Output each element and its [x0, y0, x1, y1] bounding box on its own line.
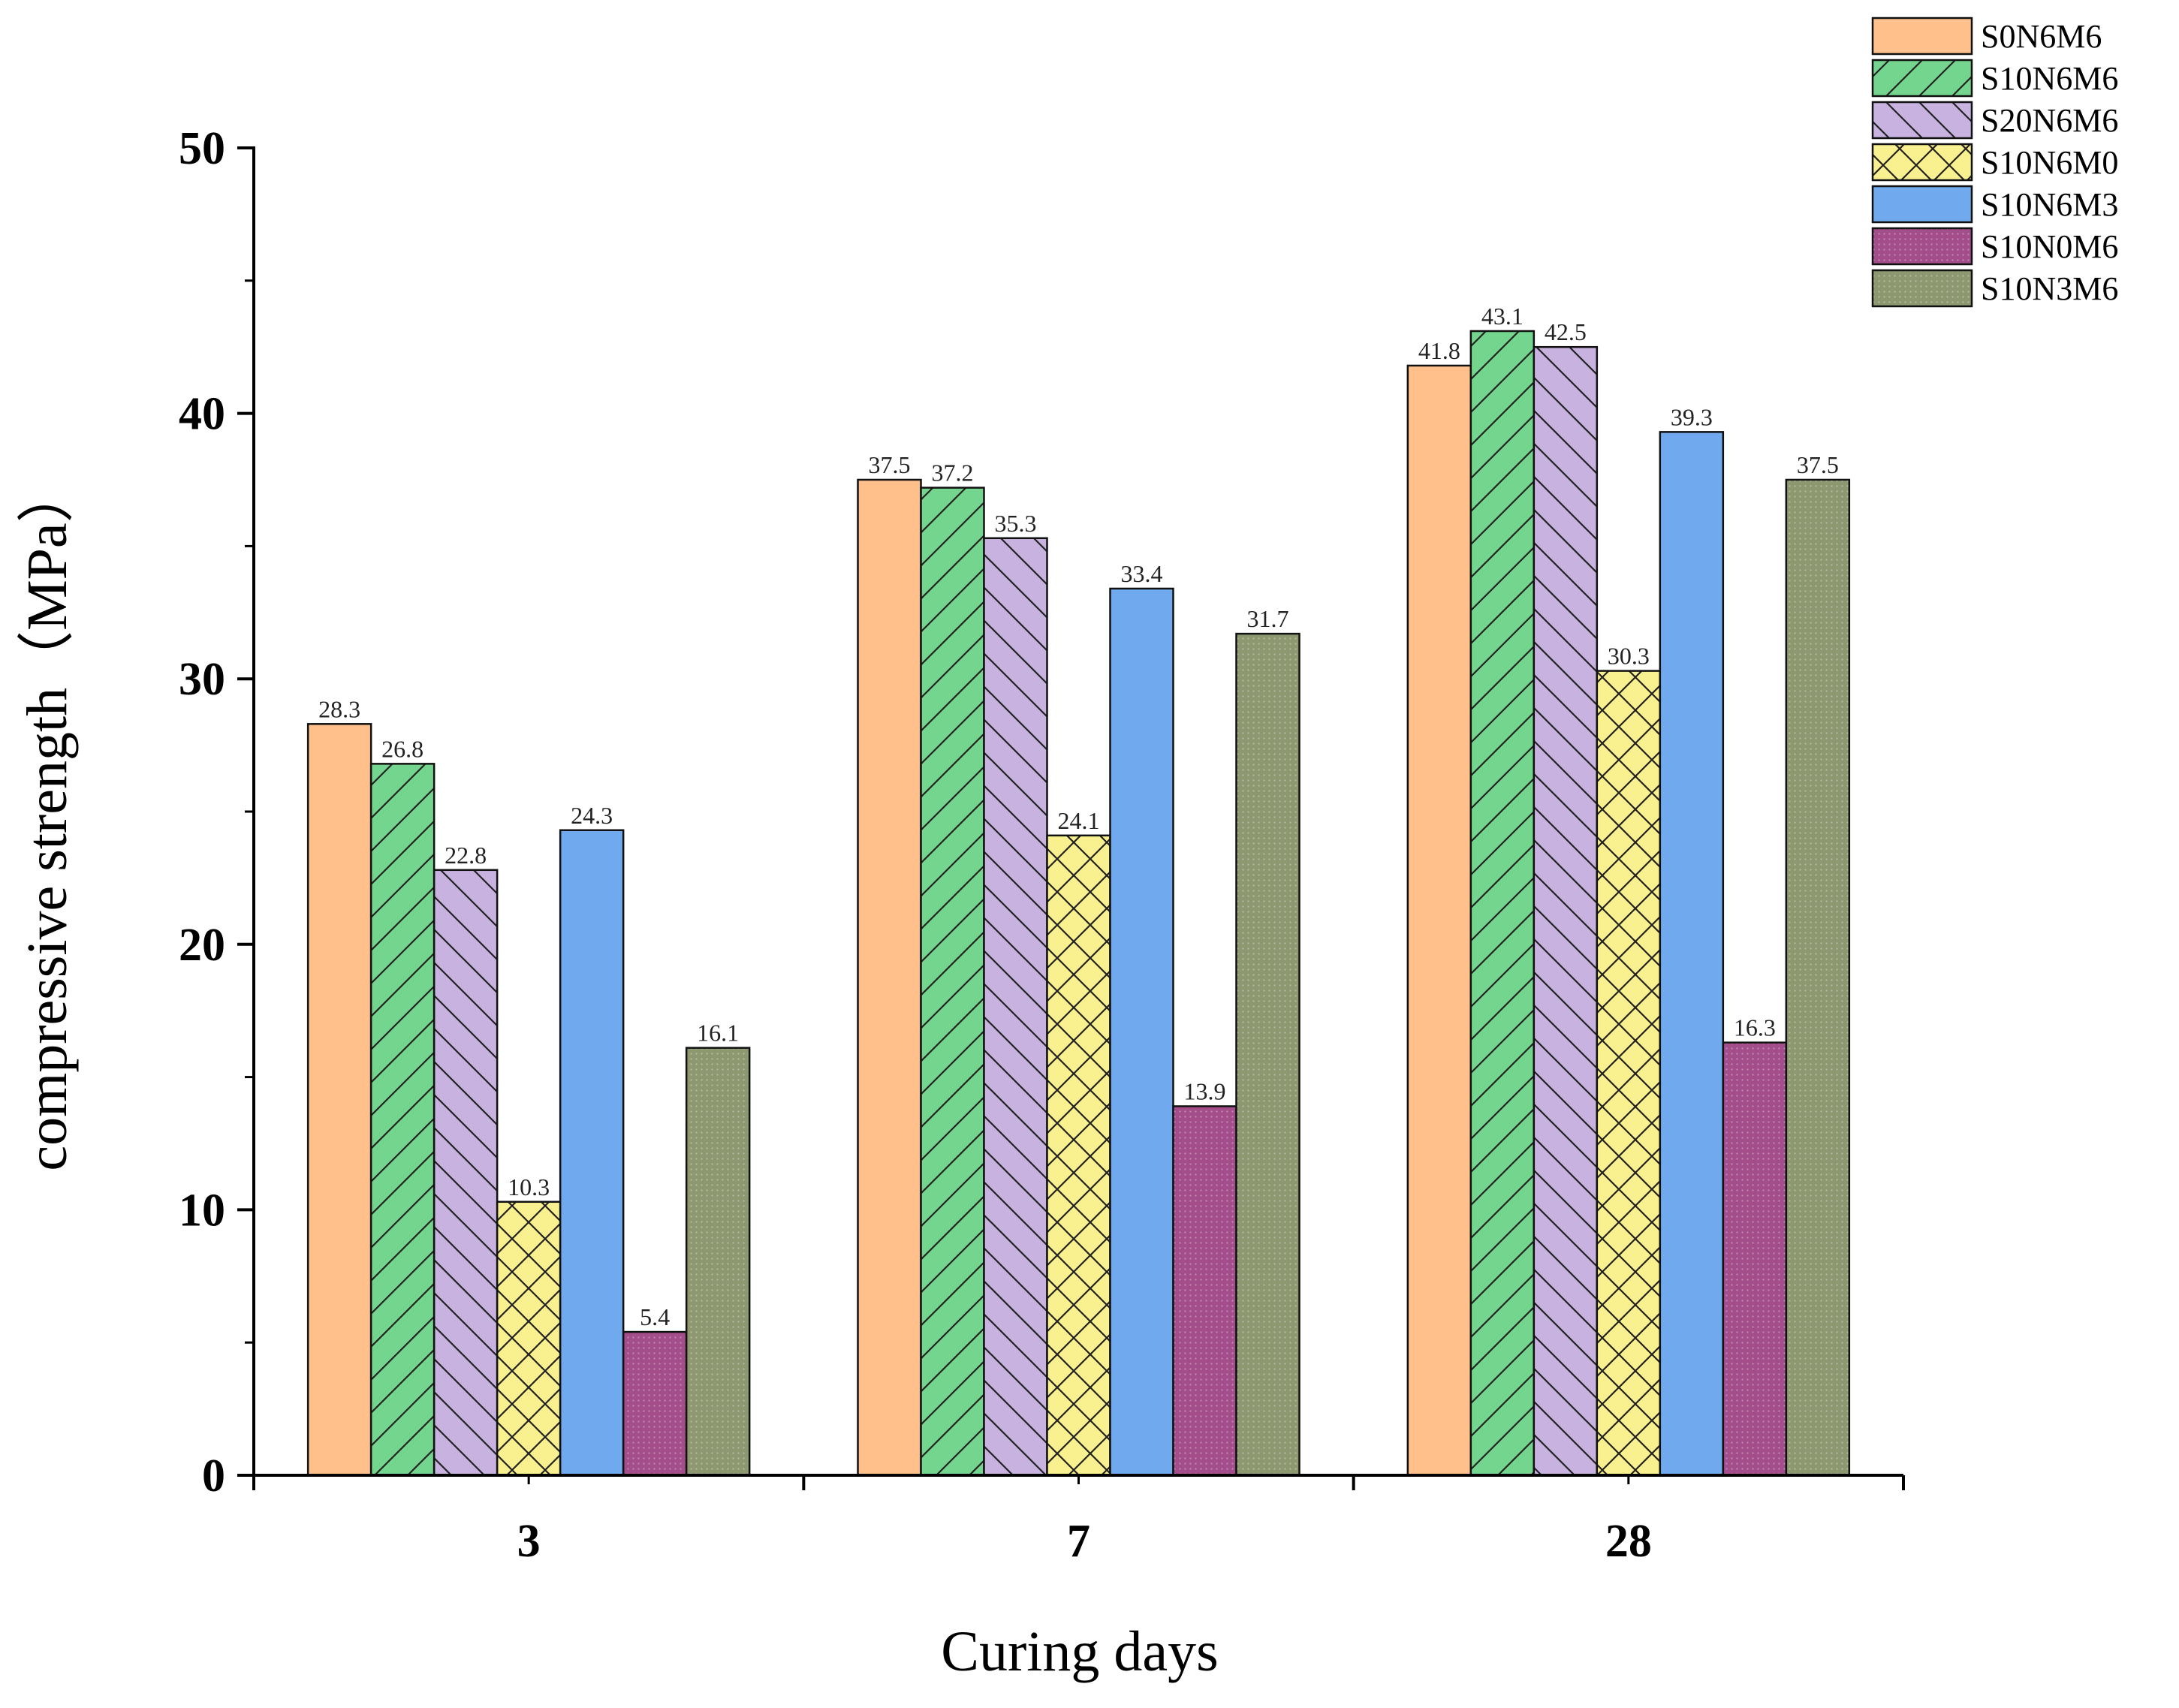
legend-item-S10N6M0: S10N6M0 [1871, 143, 2118, 182]
x-tick-label-28: 28 [1605, 1516, 1652, 1567]
axes-layer: 0 10 20 30 40 50 3 7 28 [179, 123, 1905, 1567]
bar-S10N6M3-day-7 [1109, 587, 1174, 1477]
y-tick-label: 40 [179, 389, 225, 440]
bar-S10N6M6-day-7 [920, 486, 985, 1477]
bar-S20N6M6-day-7 [983, 537, 1048, 1477]
y-tick-label: 0 [202, 1450, 225, 1502]
legend-item-S10N0M6: S10N0M6 [1871, 227, 2118, 266]
legend-label: S10N3M6 [1981, 270, 2118, 307]
bar-S10N3M6-day-7 [1235, 632, 1300, 1477]
legend-swatch [1871, 185, 1973, 224]
data-label-S10N6M0-day-28: 30.3 [1608, 643, 1650, 670]
bar-S0N6M6-day-7 [857, 478, 922, 1477]
data-labels-layer: 28.3 26.8 22.8 10.3 24.3 5.4 16.1 37.5 37.2 35.3 2… [318, 303, 1839, 1330]
data-label-S20N6M6-day-3: 22.8 [445, 842, 487, 869]
legend: S0N6M6 S10N6M6 S20N6M6 S10N6M0 S10N6M3 S10N0M… [1871, 17, 2118, 308]
x-tick-label-7: 7 [1067, 1516, 1090, 1567]
bar-S0N6M6-day-28 [1406, 364, 1472, 1477]
legend-swatch [1871, 269, 1973, 308]
y-axis-title: compressive strength（MPa） [16, 465, 79, 1170]
bar-S10N6M6-day-3 [369, 763, 435, 1477]
data-label-S10N6M6-day-7: 37.2 [932, 459, 974, 486]
legend-item-S0N6M6: S0N6M6 [1871, 17, 2102, 56]
bar-S20N6M6-day-3 [432, 869, 499, 1477]
y-tick-label: 50 [179, 123, 225, 174]
x-axis-title: Curing days [941, 1620, 1218, 1683]
legend-item-S10N6M6: S10N6M6 [1871, 59, 2118, 98]
data-label-S10N6M3-day-7: 33.4 [1121, 560, 1163, 587]
data-label-S20N6M6-day-28: 42.5 [1545, 318, 1587, 345]
bar-S20N6M6-day-28 [1533, 345, 1599, 1477]
data-label-S10N0M6-day-7: 13.9 [1184, 1077, 1226, 1104]
data-label-S20N6M6-day-7: 35.3 [995, 510, 1037, 537]
bar-S10N6M0-day-7 [1046, 834, 1111, 1477]
legend-item-S20N6M6: S20N6M6 [1871, 101, 2118, 140]
legend-swatch [1871, 101, 1973, 140]
bar-S10N6M6-day-28 [1469, 330, 1536, 1477]
bar-S10N0M6-day-3 [622, 1330, 688, 1477]
y-tick-label: 20 [179, 920, 225, 971]
bar-S10N0M6-day-28 [1722, 1041, 1788, 1477]
data-label-S10N3M6-day-28: 37.5 [1797, 451, 1839, 478]
data-label-S10N6M6-day-28: 43.1 [1481, 303, 1523, 330]
legend-swatch [1871, 143, 1973, 182]
data-label-S10N0M6-day-28: 16.3 [1734, 1014, 1776, 1041]
data-label-S0N6M6-day-3: 28.3 [318, 695, 360, 722]
bar-S10N0M6-day-7 [1172, 1105, 1237, 1477]
data-label-S10N6M3-day-28: 39.3 [1671, 403, 1713, 430]
legend-item-S10N3M6: S10N3M6 [1871, 269, 2118, 308]
legend-label: S10N0M6 [1981, 228, 2118, 265]
bar-S10N6M0-day-28 [1596, 670, 1662, 1477]
data-label-S10N6M6-day-3: 26.8 [381, 735, 423, 762]
legend-label: S10N6M0 [1981, 144, 2118, 181]
data-label-S0N6M6-day-28: 41.8 [1418, 337, 1460, 364]
x-tick-label-3: 3 [517, 1516, 541, 1567]
data-label-S10N6M0-day-7: 24.1 [1058, 807, 1100, 834]
data-label-S10N3M6-day-7: 31.7 [1247, 605, 1289, 632]
legend-swatch [1871, 17, 1973, 56]
data-label-S10N0M6-day-3: 5.4 [640, 1303, 670, 1330]
y-tick-label: 30 [179, 654, 225, 705]
legend-label: S0N6M6 [1981, 18, 2102, 55]
legend-label: S20N6M6 [1981, 102, 2118, 139]
legend-label: S10N6M6 [1981, 60, 2118, 97]
bar-S0N6M6-day-3 [306, 723, 372, 1477]
legend-swatch [1871, 59, 1973, 98]
data-label-S10N6M3-day-3: 24.3 [571, 802, 613, 829]
legend-item-S10N6M3: S10N6M3 [1871, 185, 2118, 224]
data-label-S0N6M6-day-7: 37.5 [869, 451, 911, 478]
bars-layer [306, 330, 1851, 1477]
bar-S10N6M3-day-3 [559, 829, 625, 1477]
y-tick-label: 10 [179, 1185, 225, 1236]
legend-swatch [1871, 227, 1973, 266]
data-label-S10N6M0-day-3: 10.3 [508, 1173, 550, 1200]
bar-S10N6M3-day-28 [1659, 431, 1725, 1477]
bar-S10N3M6-day-3 [685, 1047, 751, 1477]
bar-S10N3M6-day-28 [1785, 478, 1851, 1477]
legend-label: S10N6M3 [1981, 186, 2118, 223]
bar-S10N6M0-day-3 [496, 1200, 562, 1477]
data-label-S10N3M6-day-3: 16.1 [697, 1020, 739, 1047]
